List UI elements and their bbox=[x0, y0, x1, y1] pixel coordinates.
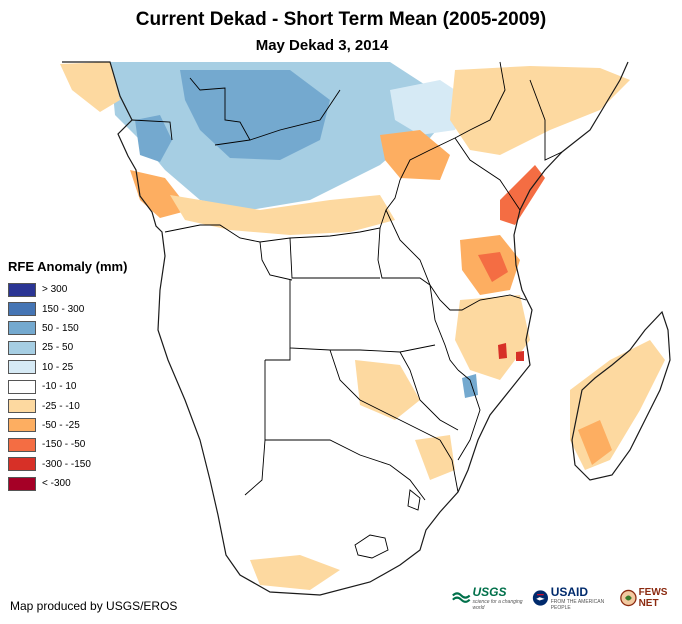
country-borders bbox=[131, 61, 563, 559]
border-line bbox=[407, 489, 421, 511]
anomaly-patch-extreme-negative-zambia bbox=[516, 351, 524, 361]
anomaly-patches bbox=[60, 62, 665, 590]
legend-label: 50 - 150 bbox=[42, 322, 79, 334]
usaid-logo: USAID FROM THE AMERICAN PEOPLE bbox=[532, 585, 614, 611]
border-line bbox=[265, 348, 291, 361]
map-credit: Map produced by USGS/EROS bbox=[10, 599, 178, 613]
anomaly-patch-negative-north bbox=[60, 62, 120, 112]
legend-swatch bbox=[8, 457, 36, 472]
anomaly-patch-negative-tanzania-core bbox=[478, 252, 508, 282]
legend-item: -300 - -150 bbox=[8, 455, 127, 474]
legend-item: -25 - -10 bbox=[8, 396, 127, 415]
anomaly-patch-light-blue bbox=[390, 80, 470, 135]
border-line bbox=[249, 89, 341, 141]
legend-label: -150 - -50 bbox=[42, 439, 86, 451]
legend-swatch bbox=[8, 340, 36, 355]
legend-label: < -300 bbox=[42, 478, 71, 490]
border-line bbox=[289, 237, 380, 279]
border-line bbox=[259, 241, 293, 281]
legend-item: 50 - 150 bbox=[8, 319, 127, 338]
anomaly-patch-positive-mozambique bbox=[462, 374, 478, 398]
border-line bbox=[265, 439, 426, 501]
legend-item: < -300 bbox=[8, 474, 127, 493]
border-line bbox=[131, 119, 173, 141]
anomaly-patch-negative-northeast bbox=[450, 66, 630, 155]
legend-label: -25 - -10 bbox=[42, 400, 80, 412]
anomaly-patch-negative-zimbabwe bbox=[415, 435, 455, 480]
legend-swatch bbox=[8, 321, 36, 336]
border-line bbox=[244, 360, 266, 496]
legend-swatch bbox=[8, 437, 36, 452]
border-line bbox=[289, 280, 436, 353]
rainfall-anomaly-map bbox=[60, 61, 671, 596]
legend-label: 150 - 300 bbox=[42, 303, 85, 315]
legend-swatch bbox=[8, 418, 36, 433]
legend-label: > 300 bbox=[42, 284, 68, 296]
map-subtitle: May Dekad 3, 2014 bbox=[255, 37, 389, 54]
fews-label: FEWS NET bbox=[638, 587, 668, 609]
usgs-logo: USGS science for a changing world bbox=[452, 585, 526, 611]
legend-label: -50 - -25 bbox=[42, 419, 80, 431]
usaid-label: USAID bbox=[550, 585, 589, 599]
legend-items: > 300 150 - 300 50 - 150 25 - 50 10 - 25 -10 … bbox=[8, 280, 127, 493]
fews-logo: FEWS NET bbox=[619, 587, 682, 609]
anomaly-patch-negative-botswana bbox=[355, 360, 420, 420]
anomaly-patch-negative-west-coast bbox=[130, 170, 190, 218]
border-line bbox=[385, 209, 527, 311]
legend-item: -50 - -25 bbox=[8, 416, 127, 435]
usgs-wave-icon bbox=[452, 592, 471, 603]
border-line bbox=[429, 284, 459, 371]
border-line bbox=[329, 349, 441, 441]
border-line bbox=[439, 439, 459, 493]
anomaly-patch-positive-core bbox=[180, 70, 330, 160]
legend-label: 10 - 25 bbox=[42, 361, 74, 373]
legend-label: 25 - 50 bbox=[42, 342, 74, 354]
anomaly-patch-positive-core-2 bbox=[135, 115, 172, 162]
usgs-tagline: science for a changing world bbox=[472, 599, 523, 611]
legend-label: -300 - -150 bbox=[42, 458, 91, 470]
anomaly-patch-extreme-negative-mozambique bbox=[498, 343, 507, 359]
map-title: Current Dekad - Short Term Mean (2005-20… bbox=[135, 9, 547, 30]
usaid-seal-icon bbox=[532, 590, 548, 606]
border-line bbox=[164, 137, 456, 243]
legend-swatch bbox=[8, 476, 36, 491]
anomaly-patch-negative-coast bbox=[500, 165, 545, 225]
border-line bbox=[354, 534, 389, 559]
anomaly-patch-negative-madagascar-core bbox=[578, 420, 612, 465]
border-line bbox=[457, 369, 481, 461]
anomaly-patch-negative-south-coast bbox=[250, 555, 340, 590]
usgs-label: USGS bbox=[472, 585, 507, 599]
map-legend: RFE Anomaly (mm) > 300 150 - 300 50 - 150 2… bbox=[8, 259, 127, 493]
border-line bbox=[399, 351, 459, 431]
legend-swatch bbox=[8, 302, 36, 317]
continent-coastline bbox=[62, 61, 629, 596]
partner-logos: USGS science for a changing world USAID … bbox=[452, 585, 682, 611]
legend-item: > 300 bbox=[8, 280, 127, 299]
legend-item: -10 - 10 bbox=[8, 377, 127, 396]
legend-swatch bbox=[8, 360, 36, 375]
anomaly-patch-negative-congo bbox=[170, 195, 395, 235]
fews-globe-icon bbox=[619, 589, 637, 607]
anomaly-patch-negative-kenya bbox=[380, 130, 450, 180]
border-line bbox=[377, 227, 431, 286]
legend-item: 150 - 300 bbox=[8, 299, 127, 318]
legend-item: 10 - 25 bbox=[8, 358, 127, 377]
border-line bbox=[454, 137, 521, 211]
madagascar-outline bbox=[571, 310, 671, 481]
legend-item: 25 - 50 bbox=[8, 338, 127, 357]
legend-title: RFE Anomaly (mm) bbox=[8, 259, 128, 274]
anomaly-patch-negative-mozambique bbox=[455, 295, 530, 380]
legend-swatch bbox=[8, 379, 36, 394]
border-line bbox=[454, 61, 506, 139]
legend-label: -10 - 10 bbox=[42, 381, 77, 393]
legend-swatch bbox=[8, 399, 36, 414]
usaid-tagline: FROM THE AMERICAN PEOPLE bbox=[550, 599, 605, 611]
legend-swatch bbox=[8, 282, 36, 297]
border-line bbox=[529, 79, 563, 161]
anomaly-patch-negative-madagascar bbox=[570, 340, 665, 470]
legend-item: -150 - -50 bbox=[8, 435, 127, 454]
